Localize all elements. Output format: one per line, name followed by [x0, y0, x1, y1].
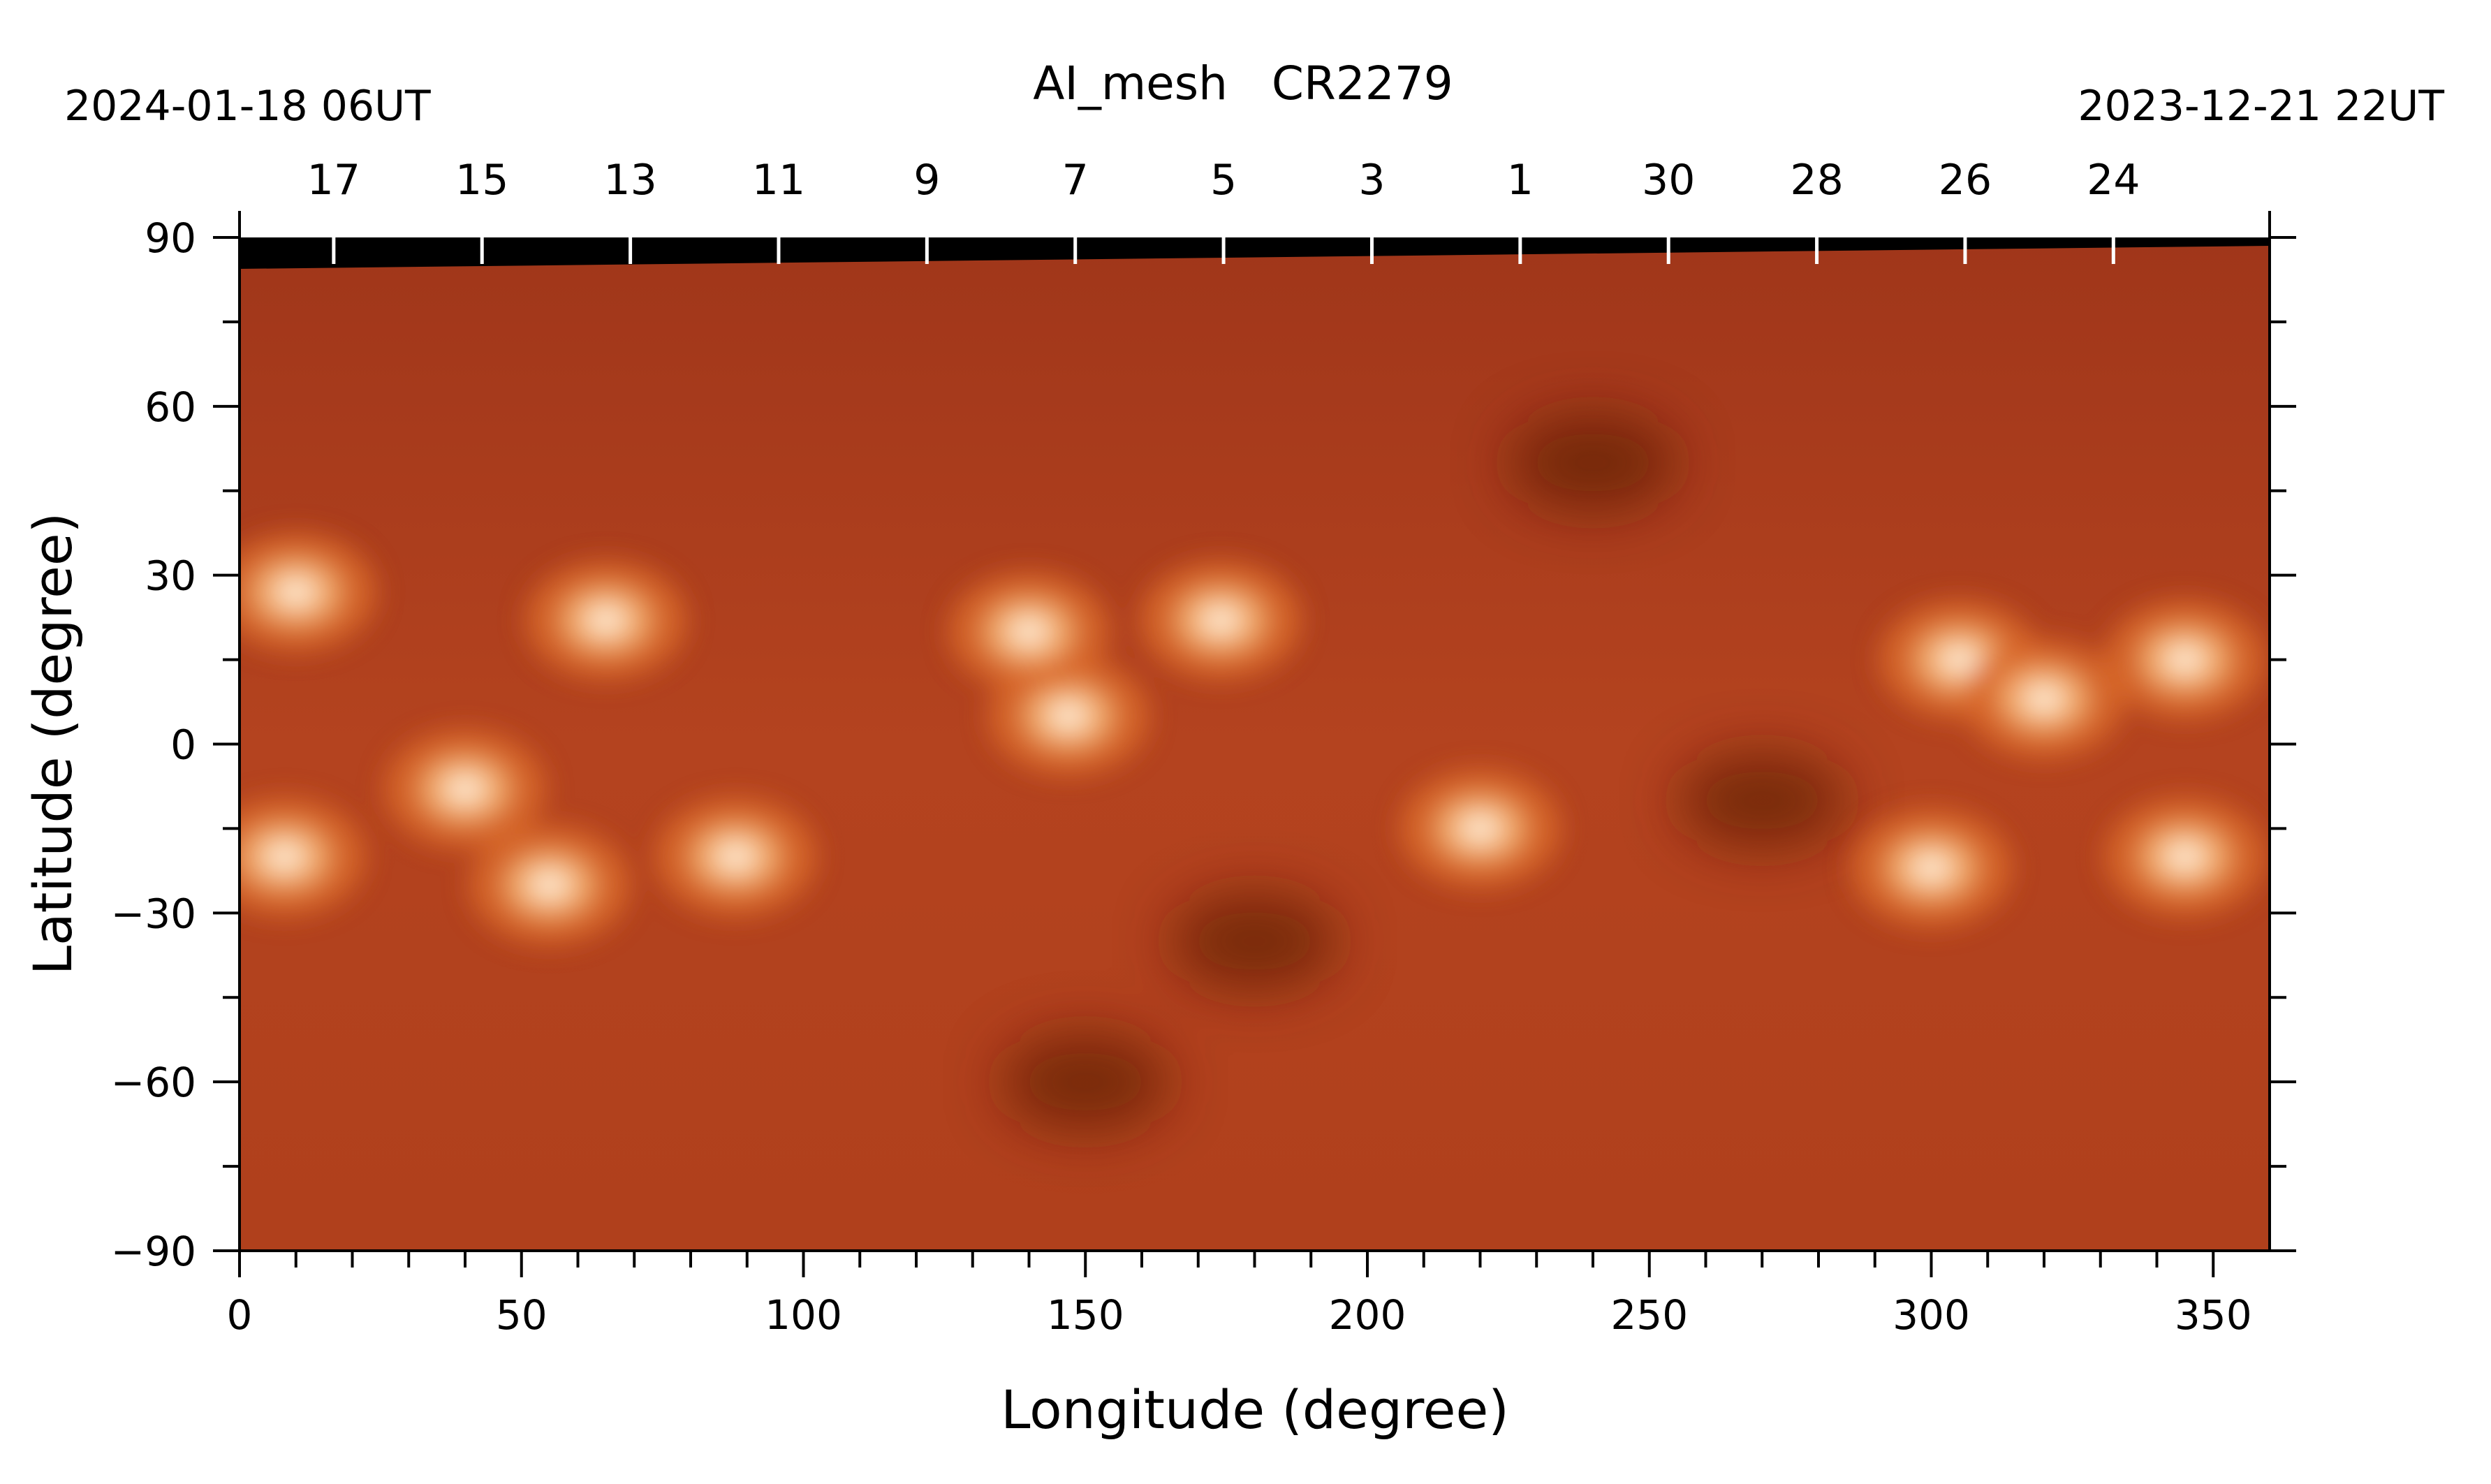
x-tick-label: 350	[2175, 1291, 2252, 1339]
active-region	[240, 532, 376, 652]
x-tick-label: 150	[1047, 1291, 1124, 1339]
active-region	[385, 729, 545, 848]
start-date-label: 2024-01-18 06UT	[64, 82, 431, 131]
active-region	[948, 572, 1110, 691]
top-date-label: 15	[455, 156, 508, 205]
y-tick-label: 60	[145, 383, 196, 431]
x-tick-label: 0	[227, 1291, 253, 1339]
top-date-label: 1	[1507, 156, 1534, 205]
x-tick-label: 250	[1610, 1291, 1688, 1339]
map-background	[240, 237, 2270, 1251]
active-region-layer	[240, 532, 2265, 945]
active-region	[655, 797, 816, 916]
y-tick-label: −30	[111, 890, 196, 937]
y-tick-label: 0	[170, 721, 196, 769]
y-tick-label: −60	[111, 1059, 196, 1106]
top-date-label: 26	[1939, 156, 1992, 205]
y-tick-label: −90	[111, 1228, 196, 1275]
top-date-label: 24	[2087, 156, 2140, 205]
y-tick-label: 30	[145, 552, 196, 600]
active-region	[1851, 808, 2012, 927]
active-region	[988, 656, 1149, 776]
active-region	[525, 561, 686, 680]
coronal-hole	[1509, 413, 1677, 512]
active-region	[240, 797, 365, 916]
active-region	[1399, 769, 1561, 888]
coronal-hole	[1001, 1033, 1170, 1131]
active-region	[469, 825, 631, 945]
top-date-label: 30	[1642, 156, 1695, 205]
map-image	[240, 237, 2270, 1251]
chart-title: AI_mesh CR2279	[1033, 57, 1453, 110]
coronal-hole	[1678, 751, 1846, 850]
top-date-label: 5	[1210, 156, 1237, 205]
x-tick-label: 200	[1329, 1291, 1406, 1339]
coronal-hole	[1170, 892, 1339, 990]
top-date-label: 28	[1790, 156, 1843, 205]
active-region	[2104, 797, 2265, 916]
x-axis-label: Longitude (degree)	[1001, 1379, 1509, 1441]
x-tick-label: 50	[496, 1291, 548, 1339]
active-region	[1140, 561, 1302, 680]
coronal-hole-layer	[1001, 413, 1846, 1131]
top-date-label: 13	[603, 156, 656, 205]
y-tick-label: 90	[145, 214, 196, 262]
top-date-label: 9	[913, 156, 940, 205]
top-date-label: 17	[307, 156, 360, 205]
polar-data-gap	[240, 237, 2270, 269]
top-date-label: 7	[1062, 156, 1089, 205]
y-axis-label: Latitude (degree)	[22, 513, 84, 976]
end-date-label: 2023-12-21 22UT	[2078, 82, 2444, 131]
x-tick-label: 300	[1893, 1291, 1970, 1339]
top-date-label: 3	[1358, 156, 1385, 205]
x-tick-label: 100	[765, 1291, 842, 1339]
active-region	[2104, 600, 2265, 719]
active-region	[1964, 640, 2124, 759]
top-date-label: 11	[752, 156, 805, 205]
